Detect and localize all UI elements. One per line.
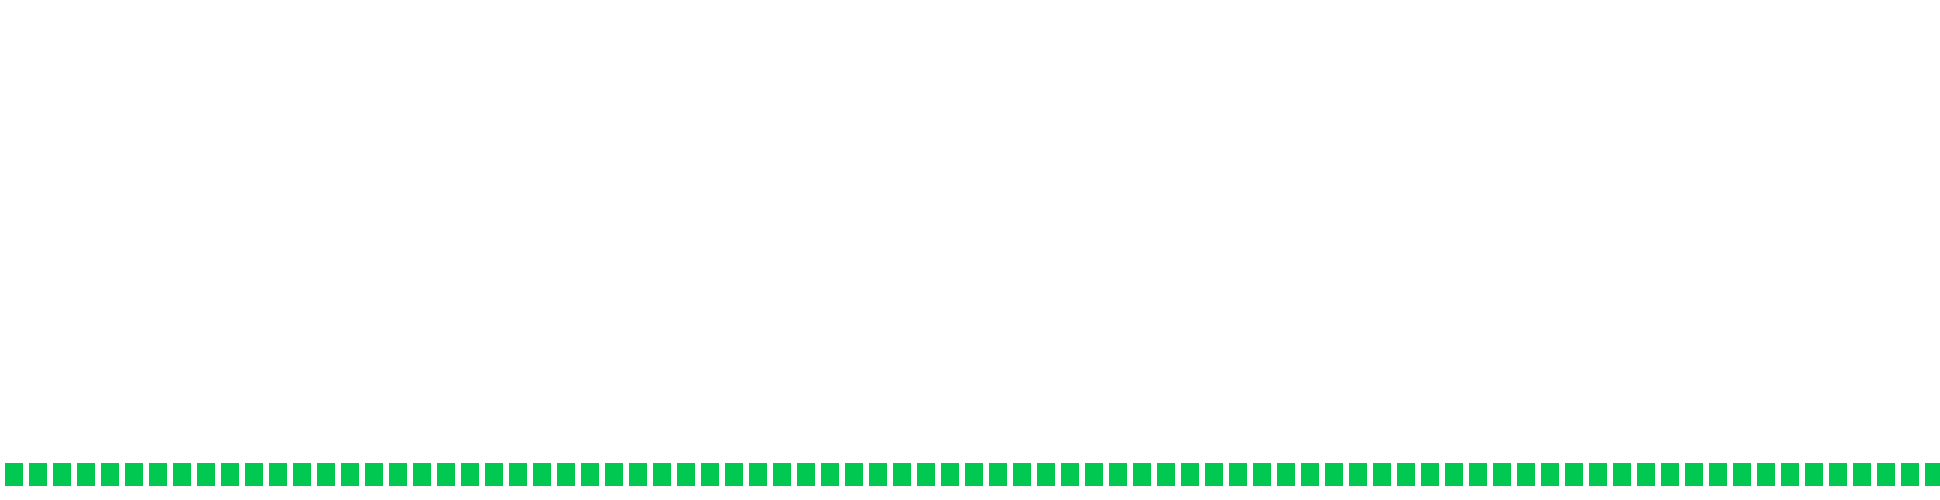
indicator-segment xyxy=(437,463,455,486)
indicator-segment xyxy=(1493,463,1511,486)
indicator-segment xyxy=(77,463,95,486)
indicator-segment xyxy=(989,463,1007,486)
indicator-segment xyxy=(1445,463,1463,486)
indicator-segment xyxy=(581,463,599,486)
indicator-segment xyxy=(509,463,527,486)
blank-canvas xyxy=(0,0,1940,460)
indicator-segment xyxy=(1709,463,1727,486)
indicator-segment xyxy=(317,463,335,486)
indicator-segment xyxy=(821,463,839,486)
indicator-segment xyxy=(1565,463,1583,486)
indicator-segment xyxy=(965,463,983,486)
indicator-segment xyxy=(869,463,887,486)
indicator-segment xyxy=(1397,463,1415,486)
indicator-segment xyxy=(1061,463,1079,486)
indicator-segment xyxy=(845,463,863,486)
indicator-segment xyxy=(1421,463,1439,486)
indicator-segment xyxy=(797,463,815,486)
indicator-segment xyxy=(1853,463,1871,486)
indicator-segment xyxy=(1085,463,1103,486)
indicator-segment xyxy=(1805,463,1823,486)
indicator-segment xyxy=(1277,463,1295,486)
indicator-segment xyxy=(1229,463,1247,486)
indicator-segment xyxy=(917,463,935,486)
segmented-indicator-strip xyxy=(5,463,1940,486)
indicator-segment xyxy=(773,463,791,486)
indicator-segment xyxy=(365,463,383,486)
indicator-segment xyxy=(101,463,119,486)
indicator-segment xyxy=(1517,463,1535,486)
indicator-segment xyxy=(1661,463,1679,486)
indicator-segment xyxy=(29,463,47,486)
indicator-segment xyxy=(173,463,191,486)
indicator-segment xyxy=(1373,463,1391,486)
indicator-segment xyxy=(341,463,359,486)
indicator-segment xyxy=(125,463,143,486)
indicator-segment xyxy=(725,463,743,486)
indicator-segment xyxy=(677,463,695,486)
indicator-segment xyxy=(533,463,551,486)
indicator-segment xyxy=(1829,463,1847,486)
indicator-segment xyxy=(53,463,71,486)
indicator-segment xyxy=(1133,463,1151,486)
indicator-segment xyxy=(1901,463,1919,486)
indicator-segment xyxy=(1541,463,1559,486)
indicator-segment xyxy=(197,463,215,486)
indicator-segment xyxy=(557,463,575,486)
indicator-segment xyxy=(461,463,479,486)
indicator-segment xyxy=(149,463,167,486)
indicator-segment xyxy=(1781,463,1799,486)
indicator-segment xyxy=(1037,463,1055,486)
indicator-segment xyxy=(653,463,671,486)
indicator-segment xyxy=(1013,463,1031,486)
indicator-segment xyxy=(389,463,407,486)
indicator-segment xyxy=(1469,463,1487,486)
indicator-segment xyxy=(1757,463,1775,486)
indicator-segment xyxy=(485,463,503,486)
indicator-segment xyxy=(749,463,767,486)
indicator-segment xyxy=(605,463,623,486)
indicator-segment xyxy=(1685,463,1703,486)
indicator-segment xyxy=(1733,463,1751,486)
indicator-segment xyxy=(269,463,287,486)
indicator-segment xyxy=(1325,463,1343,486)
indicator-segment xyxy=(893,463,911,486)
indicator-segment xyxy=(1109,463,1127,486)
indicator-segment xyxy=(221,463,239,486)
indicator-segment xyxy=(629,463,647,486)
indicator-segment xyxy=(1637,463,1655,486)
indicator-segment xyxy=(1301,463,1319,486)
indicator-segment xyxy=(1181,463,1199,486)
indicator-segment xyxy=(413,463,431,486)
indicator-segment xyxy=(245,463,263,486)
indicator-segment xyxy=(1589,463,1607,486)
indicator-segment xyxy=(941,463,959,486)
indicator-segment xyxy=(1877,463,1895,486)
indicator-segment xyxy=(1157,463,1175,486)
indicator-segment xyxy=(1349,463,1367,486)
indicator-segment xyxy=(293,463,311,486)
indicator-segment xyxy=(1925,463,1940,486)
indicator-segment xyxy=(1253,463,1271,486)
indicator-segment xyxy=(1613,463,1631,486)
indicator-segment xyxy=(5,463,23,486)
indicator-segment xyxy=(1205,463,1223,486)
indicator-segment xyxy=(701,463,719,486)
